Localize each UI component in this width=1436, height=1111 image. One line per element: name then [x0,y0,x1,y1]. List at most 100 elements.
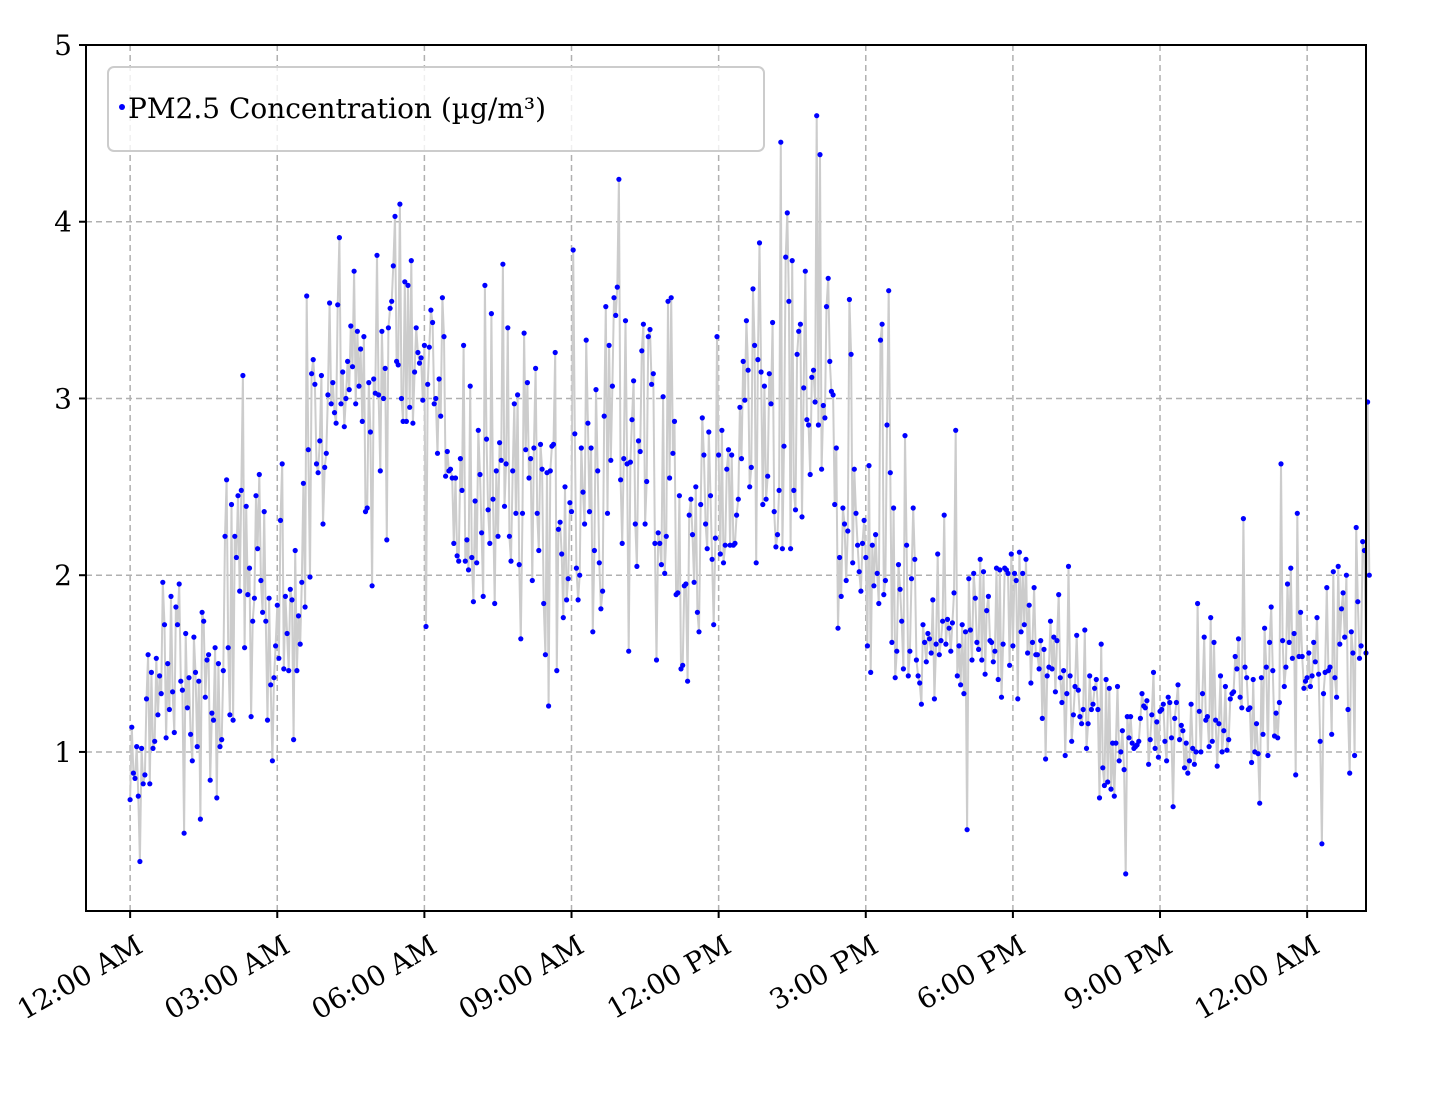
data-point-704 [1278,461,1284,467]
data-point-374 [738,456,745,462]
data-point-737 [1332,675,1338,681]
data-point-422 [817,152,823,158]
data-point-8 [140,781,146,787]
data-point-672 [1226,737,1232,743]
data-point-551 [1028,680,1034,686]
data-point-303 [622,318,629,324]
data-point-74 [248,714,254,720]
data-point-406 [791,487,797,493]
data-point-458 [876,600,882,607]
data-point-103 [295,613,302,619]
data-point-521 [979,657,985,663]
data-point-635 [1165,694,1171,700]
data-point-539 [1008,551,1014,557]
data-point-238 [516,562,522,568]
data-point-358 [712,535,719,541]
data-point-375 [740,358,746,364]
data-point-695 [1263,664,1269,670]
data-point-550 [1026,602,1032,608]
data-point-407 [792,507,799,513]
data-point-739 [1335,563,1341,570]
data-point-720 [1304,675,1310,681]
data-point-315 [642,521,648,527]
data-point-724 [1311,639,1317,646]
data-point-158 [385,325,391,331]
data-point-709 [1286,639,1292,646]
data-point-180 [421,342,427,348]
data-point-23 [165,661,171,667]
data-point-666 [1216,721,1222,727]
data-point-217 [482,282,488,288]
data-point-357 [711,622,717,628]
data-point-112 [310,357,316,363]
data-point-131 [341,424,347,430]
data-point-643 [1178,722,1184,729]
data-point-568 [1056,592,1062,598]
x-tick-label-0: 12:00 AM [12,928,148,1026]
data-point-33 [181,830,187,836]
data-point-669 [1221,728,1227,734]
data-point-12 [147,781,153,787]
data-point-79 [256,471,262,478]
data-point-603 [1113,740,1119,746]
data-point-430 [830,392,836,398]
data-point-311 [635,438,642,444]
data-point-591 [1093,676,1099,683]
data-point-435 [838,593,844,600]
data-point-525 [985,593,992,600]
data-point-58 [222,533,228,539]
data-point-262 [555,526,562,532]
data-point-253 [541,600,547,607]
data-point-30 [176,581,182,587]
data-point-575 [1067,673,1073,679]
data-point-308 [631,378,637,384]
data-point-347 [694,609,701,615]
data-point-117 [318,372,324,379]
legend-marker [119,104,125,110]
data-point-456 [873,532,879,538]
data-point-28 [173,604,179,610]
data-point-261 [554,668,560,674]
data-point-139 [354,328,360,334]
data-point-386 [758,369,764,375]
data-point-16 [153,655,159,661]
data-point-155 [380,395,387,402]
data-point-657 [1201,634,1207,640]
data-point-327 [662,570,668,577]
data-point-605 [1116,758,1122,764]
data-point-161 [390,263,396,269]
data-point-242 [523,447,529,453]
data-point-675 [1231,689,1237,695]
data-point-193 [443,473,449,479]
data-point-302 [621,456,627,462]
data-point-627 [1152,745,1158,752]
data-point-157 [384,537,390,543]
data-point-313 [639,348,645,354]
data-point-404 [788,546,794,552]
data-point-588 [1088,706,1094,713]
data-point-660 [1206,744,1212,750]
data-point-455 [871,583,877,589]
data-point-439 [845,528,851,534]
data-point-558 [1039,715,1045,722]
data-point-681 [1240,516,1246,522]
data-point-179 [420,397,426,403]
data-point-168 [402,279,408,285]
data-point-584 [1082,627,1088,633]
data-point-475 [904,542,910,548]
data-point-423 [819,466,825,472]
data-point-306 [627,459,634,465]
data-point-729 [1319,841,1325,847]
data-point-487 [923,659,929,665]
data-point-330 [667,475,673,481]
data-point-147 [367,429,373,435]
data-point-747 [1348,629,1354,635]
data-point-123 [328,401,334,407]
data-point-234 [510,468,516,474]
data-point-722 [1307,683,1313,690]
data-point-503 [949,620,956,626]
data-point-211 [472,498,478,504]
data-point-712 [1291,630,1297,637]
data-point-322 [653,657,660,663]
data-point-317 [645,334,651,340]
